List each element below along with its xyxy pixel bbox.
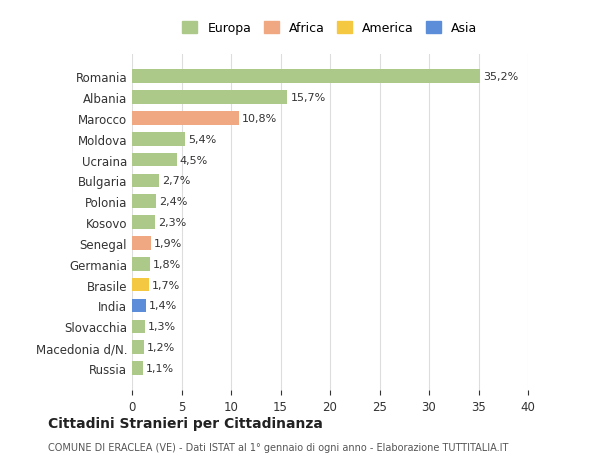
Text: 2,4%: 2,4%	[159, 197, 187, 207]
Text: 10,8%: 10,8%	[242, 114, 277, 123]
Text: 4,5%: 4,5%	[179, 155, 208, 165]
Text: 1,8%: 1,8%	[153, 259, 181, 269]
Text: 15,7%: 15,7%	[290, 93, 326, 103]
Text: 1,4%: 1,4%	[149, 301, 177, 311]
Text: 35,2%: 35,2%	[484, 72, 519, 82]
Bar	[132, 361, 143, 375]
Bar	[132, 237, 151, 250]
Text: 2,7%: 2,7%	[162, 176, 190, 186]
Text: COMUNE DI ERACLEA (VE) - Dati ISTAT al 1° gennaio di ogni anno - Elaborazione TU: COMUNE DI ERACLEA (VE) - Dati ISTAT al 1…	[48, 442, 508, 452]
Bar	[132, 91, 287, 105]
Bar	[132, 70, 481, 84]
Text: 2,3%: 2,3%	[158, 218, 186, 228]
Text: 5,4%: 5,4%	[188, 134, 217, 145]
Bar	[132, 174, 159, 188]
Text: Cittadini Stranieri per Cittadinanza: Cittadini Stranieri per Cittadinanza	[48, 416, 323, 430]
Bar	[132, 278, 149, 292]
Bar	[132, 153, 176, 167]
Text: 1,2%: 1,2%	[147, 342, 175, 353]
Bar	[132, 341, 144, 354]
Text: 1,3%: 1,3%	[148, 322, 176, 331]
Legend: Europa, Africa, America, Asia: Europa, Africa, America, Asia	[179, 18, 481, 39]
Text: 1,9%: 1,9%	[154, 238, 182, 248]
Bar	[132, 216, 155, 230]
Bar	[132, 299, 146, 313]
Text: 1,1%: 1,1%	[146, 363, 174, 373]
Bar	[132, 133, 185, 146]
Bar	[132, 320, 145, 333]
Bar	[132, 257, 150, 271]
Bar	[132, 195, 156, 208]
Bar	[132, 112, 239, 125]
Text: 1,7%: 1,7%	[152, 280, 180, 290]
